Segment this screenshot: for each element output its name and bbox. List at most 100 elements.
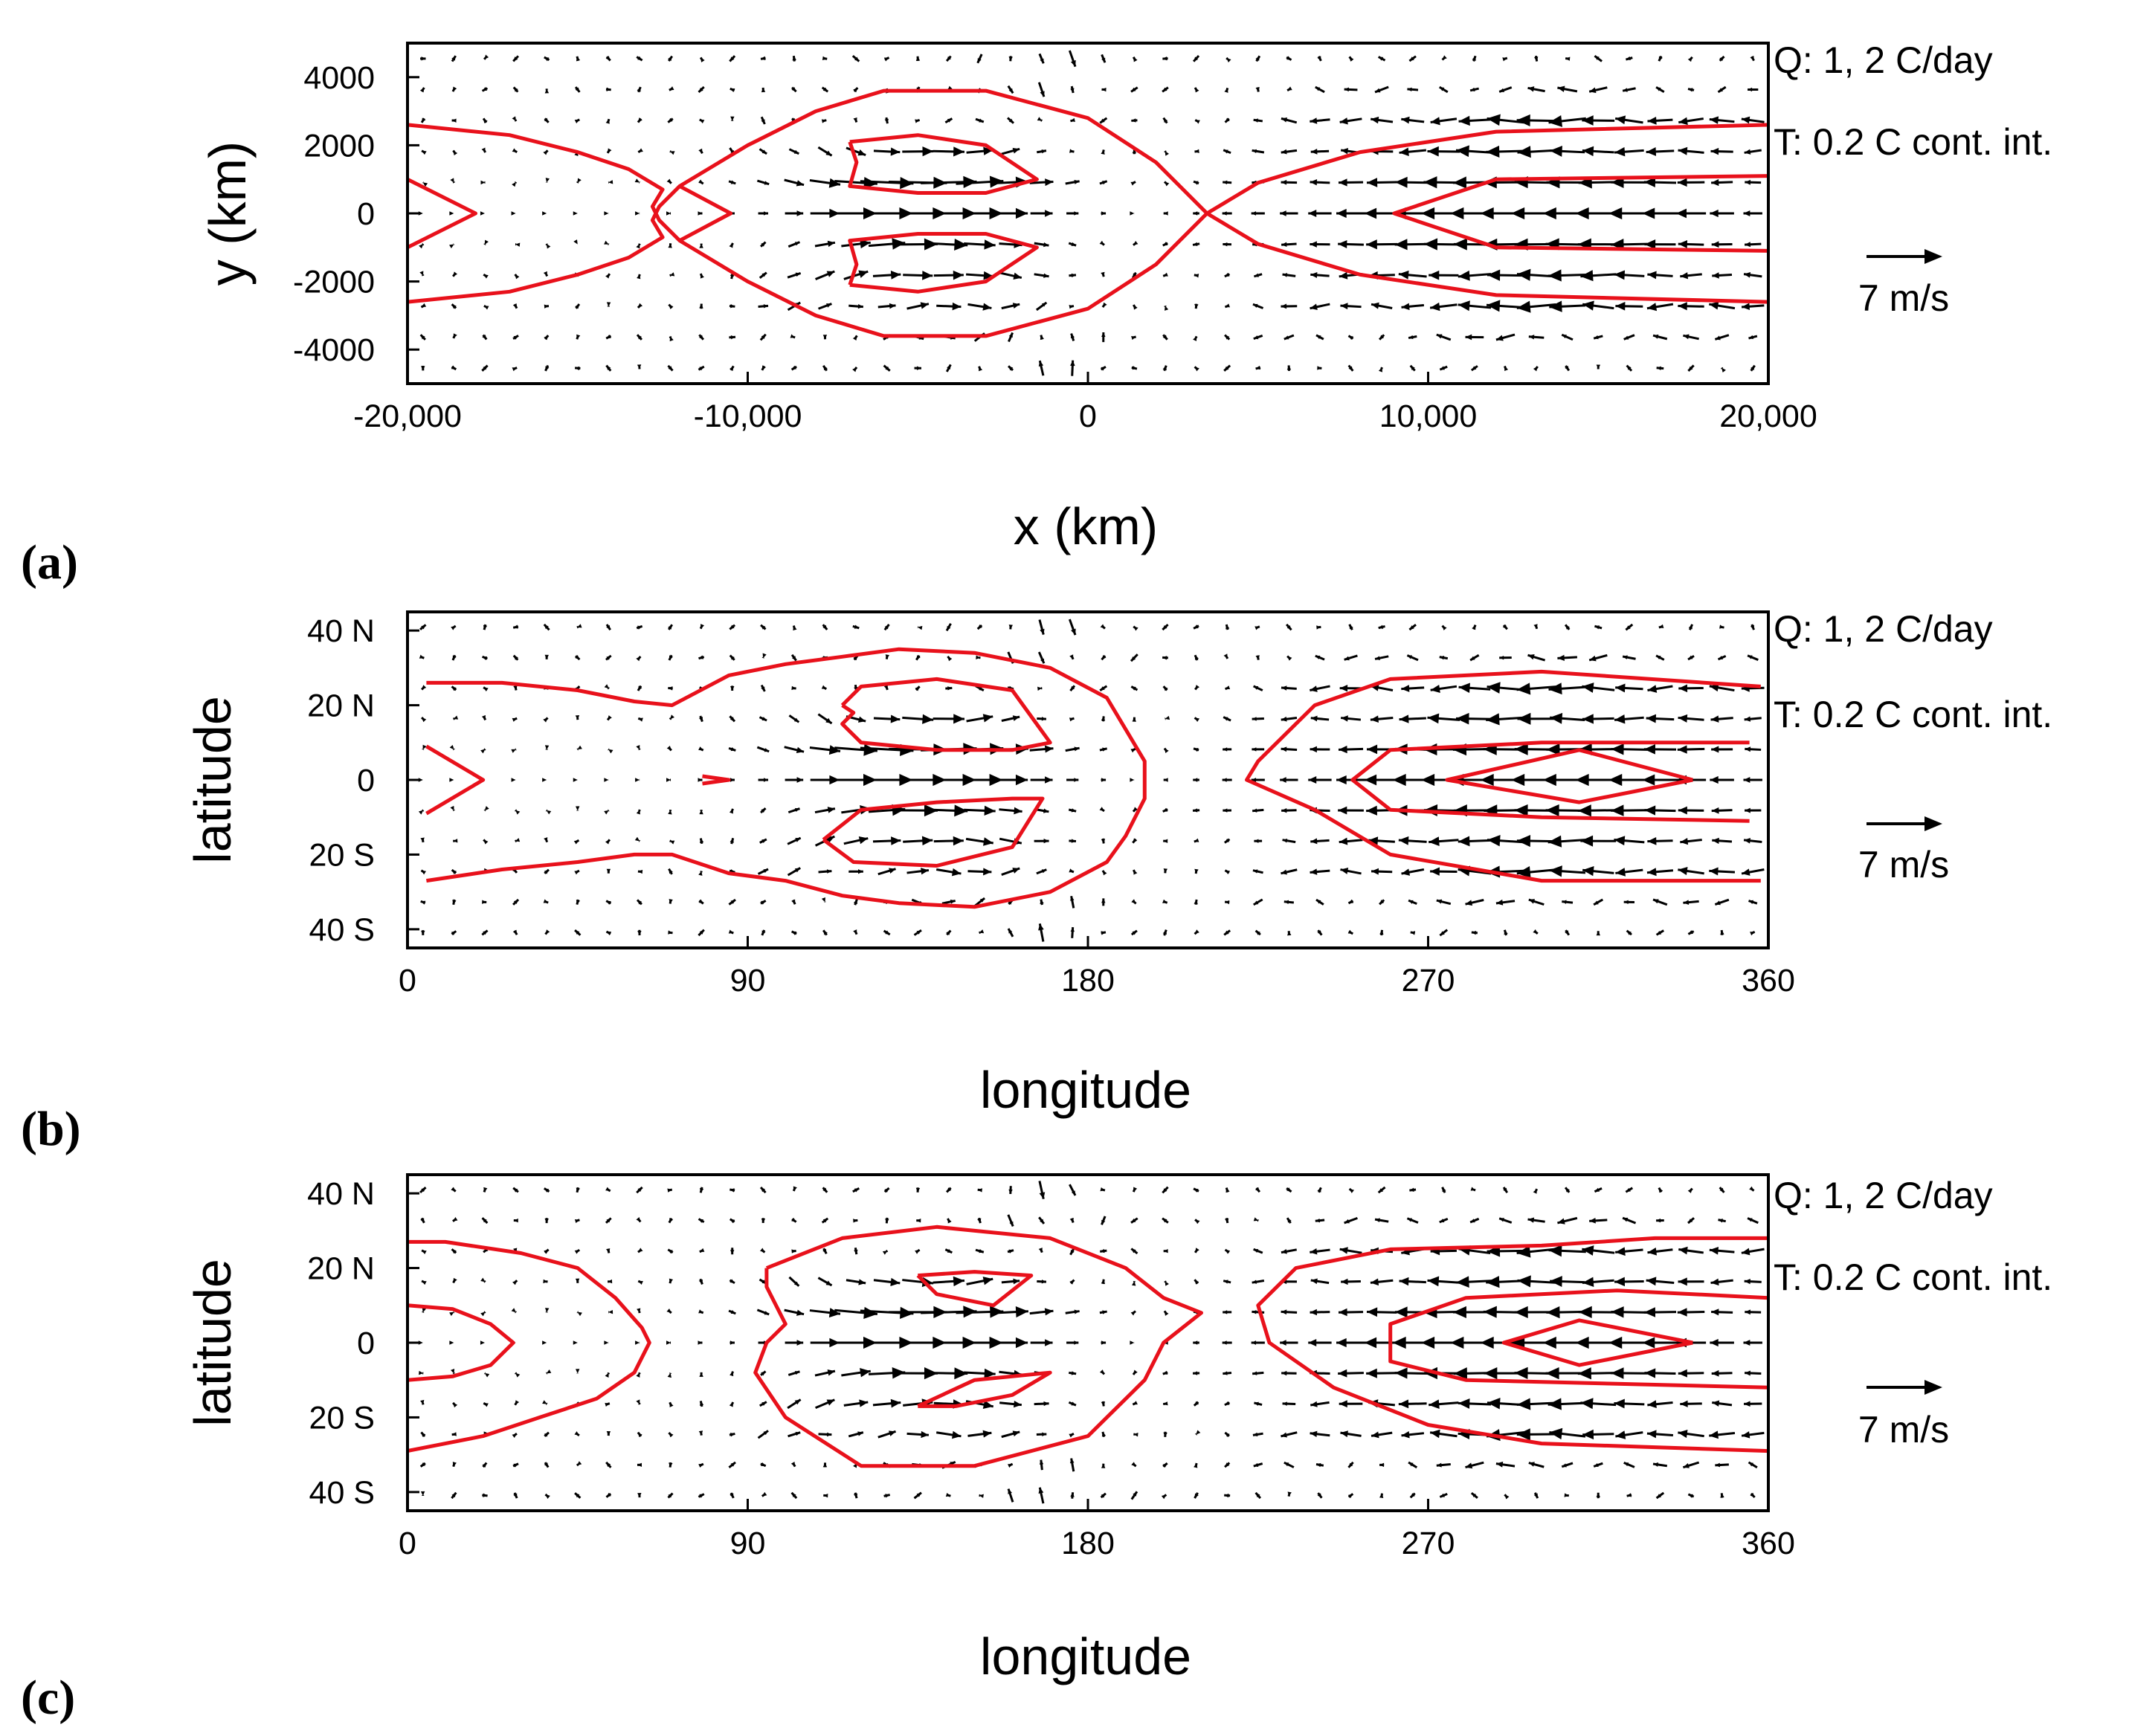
wind-vector bbox=[1743, 210, 1762, 217]
wind-vector bbox=[823, 1493, 828, 1498]
wind-vector bbox=[668, 654, 673, 661]
wind-vector bbox=[1745, 242, 1762, 248]
wind-vector bbox=[1377, 1186, 1386, 1194]
wind-vector bbox=[1749, 1186, 1755, 1192]
wind-vector bbox=[418, 778, 423, 782]
wind-vector bbox=[1429, 1399, 1459, 1410]
wind-vector bbox=[1194, 87, 1199, 93]
wind-vector bbox=[1193, 625, 1199, 630]
wind-vector bbox=[1282, 1401, 1296, 1406]
wind-vector bbox=[1580, 270, 1617, 282]
wind-vector bbox=[1099, 240, 1105, 246]
wind-vector bbox=[1344, 1216, 1358, 1224]
wind-vector bbox=[420, 117, 426, 123]
wind-vector bbox=[1036, 1432, 1047, 1436]
wind-vector bbox=[1131, 335, 1137, 341]
wind-vector bbox=[1194, 717, 1200, 722]
wind-vector bbox=[1194, 838, 1199, 843]
wind-vector bbox=[1710, 209, 1734, 218]
wind-vector bbox=[1163, 1248, 1168, 1253]
wind-vector bbox=[1133, 304, 1138, 310]
wind-vector bbox=[1040, 335, 1044, 341]
wind-vector bbox=[1718, 1219, 1727, 1223]
wind-vector bbox=[1192, 55, 1200, 62]
wind-vector bbox=[483, 54, 489, 60]
wind-vector bbox=[1711, 178, 1733, 187]
wind-vector bbox=[915, 56, 921, 61]
wind-vector bbox=[1745, 1309, 1762, 1315]
wind-vector bbox=[698, 746, 704, 752]
wind-vector bbox=[1711, 241, 1733, 248]
wind-vector bbox=[606, 302, 611, 307]
contour-line bbox=[1388, 1288, 1768, 1390]
wind-vector bbox=[1315, 334, 1324, 341]
wind-vector bbox=[1008, 332, 1014, 343]
wind-vector bbox=[605, 118, 611, 124]
wind-vector bbox=[787, 836, 802, 845]
wind-vector bbox=[699, 1187, 704, 1193]
wind-vector bbox=[915, 1248, 921, 1254]
wind-vector bbox=[1008, 625, 1014, 630]
wind-vector bbox=[1037, 686, 1043, 691]
wind-vector bbox=[1656, 366, 1664, 370]
wind-vector bbox=[1719, 625, 1724, 629]
wind-vector bbox=[914, 366, 921, 370]
wind-vector bbox=[729, 1279, 735, 1285]
wind-vector bbox=[604, 684, 610, 690]
wind-vector bbox=[1034, 242, 1049, 248]
wind-vector bbox=[1223, 747, 1232, 752]
wind-vector bbox=[1194, 1248, 1199, 1253]
wind-vector bbox=[1458, 836, 1492, 847]
wind-vector bbox=[1194, 149, 1199, 153]
wind-vector bbox=[608, 1309, 613, 1314]
wind-vector bbox=[1458, 300, 1492, 312]
x-tick-label: 0 bbox=[399, 1526, 416, 1561]
wind-vector bbox=[420, 1491, 425, 1496]
wind-vector bbox=[1647, 836, 1673, 845]
wind-vector bbox=[419, 271, 425, 277]
wind-vector bbox=[1254, 1491, 1262, 1500]
wind-vector bbox=[636, 334, 642, 341]
y-axis-label: latitude bbox=[184, 696, 242, 864]
wind-vector bbox=[698, 1340, 703, 1345]
wind-vector bbox=[1338, 1369, 1364, 1378]
contour-line bbox=[917, 1370, 1052, 1408]
panel-label: (b) bbox=[21, 1102, 81, 1156]
wind-vector bbox=[1711, 1369, 1733, 1377]
wind-vector bbox=[1224, 900, 1230, 905]
wind-vector bbox=[575, 1278, 580, 1283]
wind-vector bbox=[421, 717, 427, 723]
wind-vector bbox=[1465, 334, 1484, 341]
wind-vector bbox=[1596, 1492, 1600, 1499]
wind-vector bbox=[1281, 807, 1297, 813]
wind-vector bbox=[1164, 1280, 1169, 1286]
wind-vector bbox=[1161, 1494, 1167, 1500]
y-tick-label: 20 N bbox=[307, 1251, 375, 1287]
wind-vector bbox=[1224, 334, 1231, 341]
wind-vector bbox=[668, 686, 673, 691]
wind-vector bbox=[1130, 211, 1135, 216]
wind-vector bbox=[757, 1430, 769, 1439]
wind-vector bbox=[1133, 240, 1138, 246]
wind-vector bbox=[1557, 85, 1578, 93]
wind-vector bbox=[1398, 836, 1427, 845]
wind-vector bbox=[1069, 273, 1077, 278]
wind-vector bbox=[1611, 804, 1648, 816]
wind-vector bbox=[1615, 868, 1643, 877]
wind-vector bbox=[1225, 624, 1230, 630]
wind-vector bbox=[872, 1398, 901, 1408]
wind-vector bbox=[1029, 745, 1054, 753]
wind-vector bbox=[1622, 87, 1636, 92]
wind-vector bbox=[966, 146, 993, 155]
wind-vector bbox=[420, 837, 425, 843]
wind-vector bbox=[698, 1278, 703, 1285]
wind-vector bbox=[1192, 808, 1200, 813]
wind-vector bbox=[1252, 149, 1265, 154]
wind-vector bbox=[482, 900, 487, 904]
wind-vector bbox=[1401, 303, 1425, 311]
wind-vector bbox=[1504, 365, 1509, 372]
wind-vector bbox=[1253, 685, 1263, 691]
wind-vector bbox=[1548, 683, 1586, 695]
wind-vector bbox=[1223, 242, 1232, 247]
wind-vector bbox=[1034, 273, 1049, 278]
